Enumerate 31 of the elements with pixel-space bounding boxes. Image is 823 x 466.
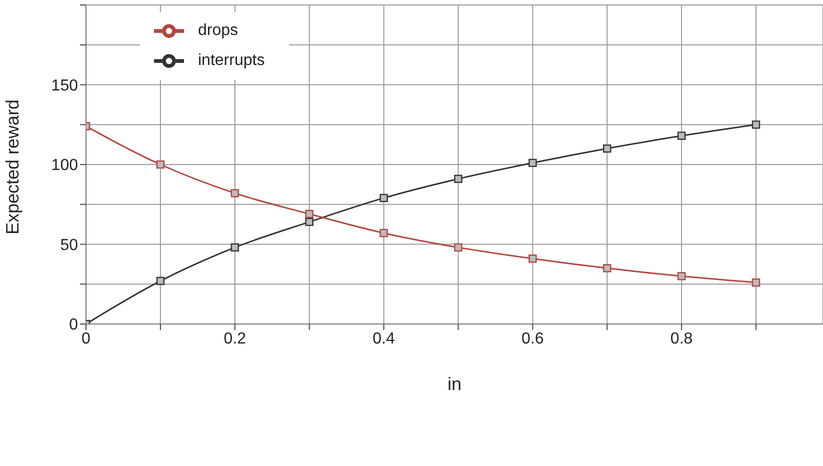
point — [230, 189, 239, 198]
point — [454, 174, 462, 183]
x-tick-label: 0.6 — [522, 330, 544, 348]
point — [156, 160, 165, 169]
point — [305, 218, 314, 226]
point — [603, 144, 612, 153]
point — [528, 158, 537, 168]
point — [305, 210, 314, 218]
y-tick-label: 50 — [60, 236, 78, 254]
point — [603, 264, 612, 272]
point — [677, 132, 686, 140]
point — [752, 120, 760, 129]
point — [230, 243, 239, 252]
point — [752, 278, 760, 287]
x-tick-label: 0.2 — [224, 330, 246, 348]
x-tick-label: 0.4 — [372, 330, 395, 348]
point — [380, 228, 388, 238]
point — [380, 194, 388, 202]
x-axis-title: in — [447, 374, 462, 394]
x-tick-label: 0 — [82, 330, 91, 348]
y-tick-label: 0 — [69, 316, 78, 334]
legend-label: interrupts — [198, 52, 265, 70]
point — [156, 276, 165, 286]
legend-label: drops — [198, 22, 238, 40]
y-axis-title: Expected reward — [2, 99, 22, 234]
point — [677, 272, 686, 280]
point — [454, 243, 462, 252]
y-tick-label: 100 — [51, 157, 78, 174]
x-tick-label: 0.8 — [670, 330, 693, 348]
point — [528, 254, 537, 263]
y-tick-label: 150 — [51, 77, 78, 94]
